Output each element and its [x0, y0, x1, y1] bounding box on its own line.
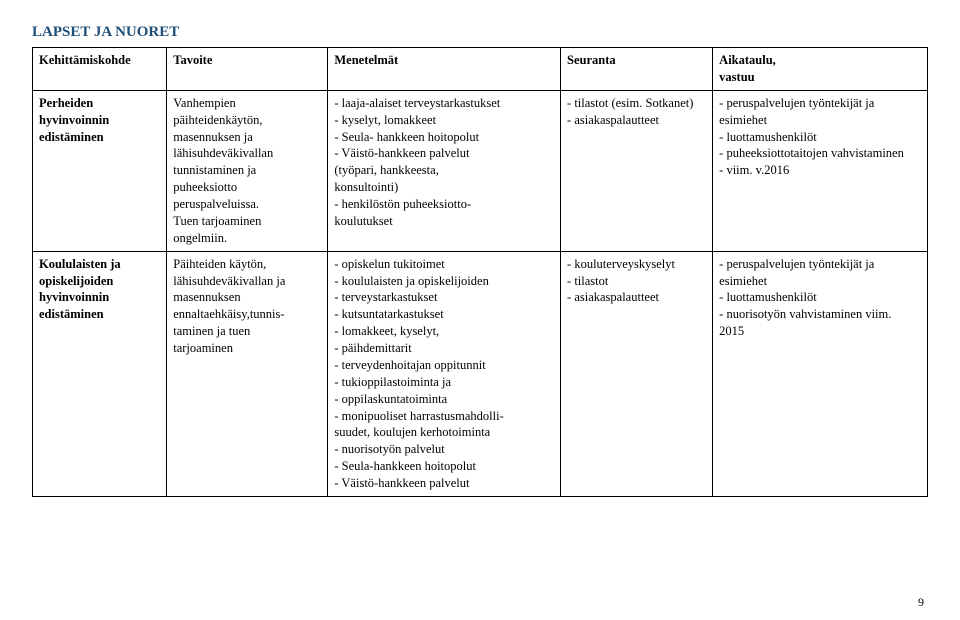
page-number: 9 — [918, 595, 924, 610]
section-heading: LAPSET JA NUORET — [32, 24, 928, 41]
header-kehittamiskohde: Kehittämiskohde — [33, 48, 167, 91]
cell-tavoite: Päihteiden käytön, lähisuhdeväkivallan j… — [167, 251, 328, 496]
row-label: Perheiden hyvinvoinnin edistäminen — [33, 90, 167, 251]
data-table: Kehittämiskohde Tavoite Menetelmät Seura… — [32, 47, 928, 497]
cell-menetelmat: - opiskelun tukitoimet - koululaisten ja… — [328, 251, 561, 496]
cell-menetelmat: - laaja-alaiset terveystarkastukset - ky… — [328, 90, 561, 251]
cell-tavoite: Vanhempien päihteidenkäytön, masennuksen… — [167, 90, 328, 251]
cell-aikataulu: - peruspalvelujen työntekijät ja esimieh… — [713, 90, 928, 251]
table-header-row: Kehittämiskohde Tavoite Menetelmät Seura… — [33, 48, 928, 91]
cell-seuranta: - kouluterveyskyselyt - tilastot - asiak… — [561, 251, 713, 496]
table-row: Perheiden hyvinvoinnin edistäminen Vanhe… — [33, 90, 928, 251]
header-menetelmat: Menetelmät — [328, 48, 561, 91]
cell-aikataulu: - peruspalvelujen työntekijät ja esimieh… — [713, 251, 928, 496]
table-row: Koululaisten ja opiskelijoiden hyvinvoin… — [33, 251, 928, 496]
row-label: Koululaisten ja opiskelijoiden hyvinvoin… — [33, 251, 167, 496]
header-aikataulu: Aikataulu, vastuu — [713, 48, 928, 91]
header-tavoite: Tavoite — [167, 48, 328, 91]
header-seuranta: Seuranta — [561, 48, 713, 91]
cell-seuranta: - tilastot (esim. Sotkanet) - asiakaspal… — [561, 90, 713, 251]
